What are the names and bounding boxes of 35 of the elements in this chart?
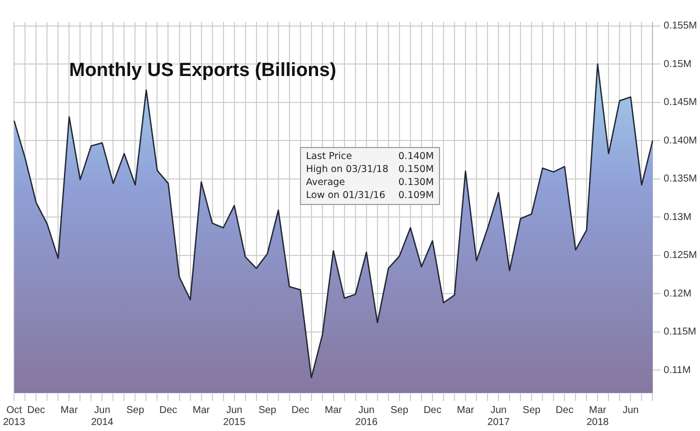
- y-tick-label: 0.15M: [664, 58, 692, 70]
- y-tick-label: 0.13M: [664, 212, 692, 223]
- y-tick-label: 0.115M: [664, 326, 696, 338]
- text: Last Price 0.140M: [306, 151, 434, 162]
- x-tick-label: Dec: [556, 404, 574, 416]
- x-tick-label: Dec: [424, 404, 442, 416]
- y-tick-label: 0.145M: [664, 97, 698, 108]
- x-tick-label: Dec: [159, 404, 178, 416]
- x-tick-label: Jun 2014: [91, 404, 114, 428]
- y-tick-label: 0.135M: [664, 174, 698, 185]
- y-tick-label: 0.155M: [664, 20, 698, 32]
- x-tick-label: Dec: [291, 404, 310, 416]
- x-tick-label: Mar: [324, 404, 343, 416]
- x-tick-label: Dec: [27, 404, 46, 416]
- text: Monthly US Exports (Billions): [69, 60, 336, 81]
- x-tick-label: Jun 2017: [487, 404, 510, 428]
- y-tick-label: 0.140M: [664, 135, 698, 146]
- y-tick-label: 0.125M: [664, 250, 698, 262]
- y-tick-label: 0.12M: [664, 288, 692, 300]
- x-tick-label: Oct 2013: [3, 404, 26, 428]
- x-tick-label: Mar 2018: [586, 404, 610, 428]
- x-tick-label: Jun: [622, 404, 639, 416]
- x-tick-label: Jun 2015: [223, 404, 246, 428]
- x-tick-label: Mar: [60, 404, 78, 416]
- x-tick-label: Sep: [126, 404, 145, 416]
- x-tick-label: Sep: [390, 404, 409, 416]
- x-tick-label: Jun 2016: [355, 404, 378, 428]
- x-tick-label: Mar: [456, 404, 475, 416]
- annotation: High on 03/31/18 0.150M: [306, 163, 434, 176]
- x-tick-label: Sep: [258, 404, 277, 416]
- y-tick-label: 0.11M: [664, 364, 691, 376]
- x-tick-label: Mar: [192, 404, 211, 416]
- x-tick-label: Sep: [522, 404, 541, 416]
- text: Average 0.130M: [306, 177, 434, 188]
- text: Low on 01/31/16 0.109M: [306, 190, 434, 201]
